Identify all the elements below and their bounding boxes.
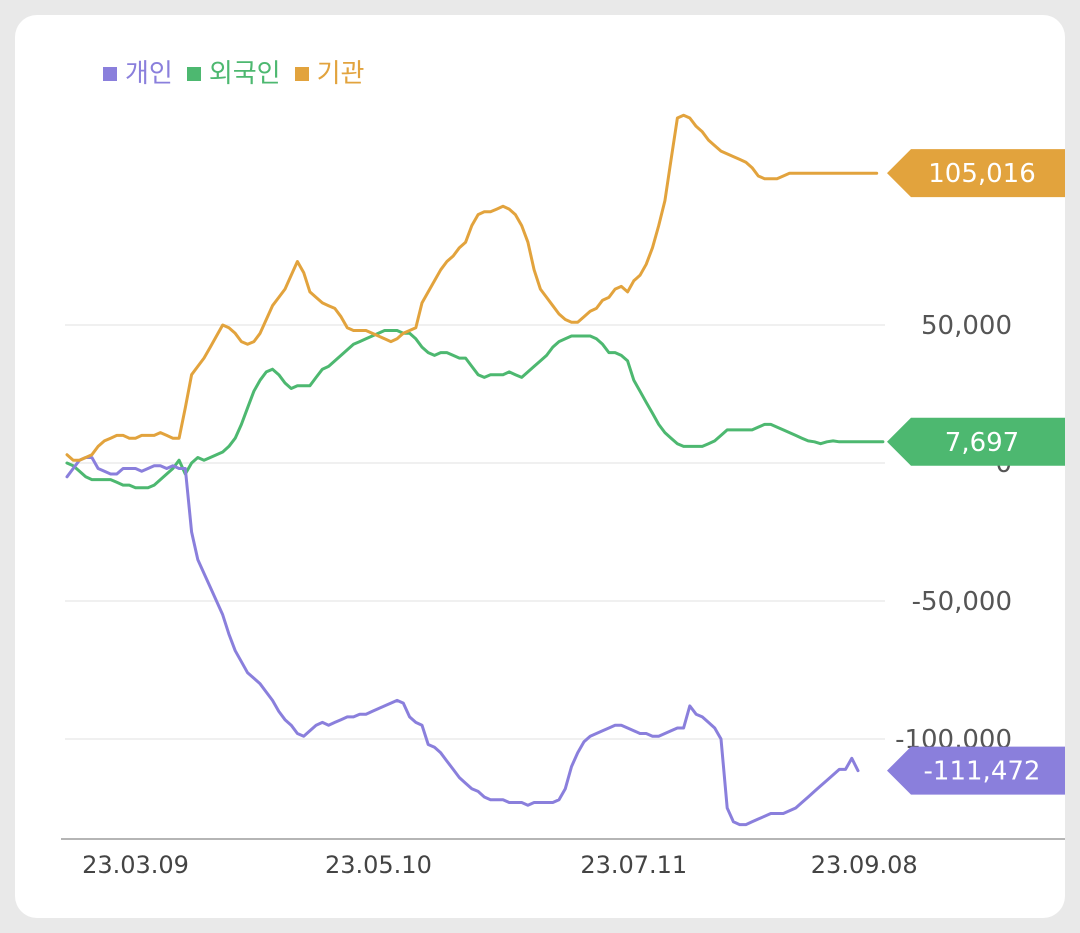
last-value-tag-institution: 105,016	[887, 149, 1065, 198]
legend-item-institution[interactable]: 기관	[294, 59, 365, 89]
legend-item-foreign[interactable]: 외국인	[186, 59, 281, 89]
legend-swatch-foreign	[186, 67, 201, 81]
legend-label-institution: 기관	[316, 59, 365, 89]
chart-card: 개인 외국인 기관 50,0000-50,000-100,00023.03.09…	[15, 15, 1065, 918]
tag-shape	[887, 746, 1065, 795]
gridlines	[65, 324, 885, 740]
legend-swatch-individual	[103, 67, 117, 81]
tag-value-label: 105,016	[928, 159, 1036, 189]
legend: 개인 외국인 기관	[103, 59, 378, 89]
last-value-tag-individual: -111,472	[887, 746, 1065, 795]
legend-item-individual[interactable]: 개인	[103, 59, 173, 89]
series-line-foreign	[65, 329, 885, 490]
legend-swatch-institution	[294, 67, 309, 81]
x-tick-label: 23.03.09	[82, 851, 189, 879]
y-tick-label: -50,000	[912, 587, 1012, 617]
legend-label-foreign: 외국인	[208, 59, 281, 89]
x-tick-label: 23.05.10	[325, 851, 432, 879]
series-line-institution	[65, 113, 879, 462]
last-value-tag-foreign: 7,697	[887, 417, 1065, 466]
tag-value-label: 7,697	[945, 428, 1019, 458]
x-tick-label: 23.07.11	[580, 851, 687, 879]
tag-shape	[887, 149, 1065, 198]
series-line-individual	[65, 456, 860, 827]
tag-shape	[887, 417, 1065, 466]
line-chart: 50,0000-50,000-100,00023.03.0923.05.1023…	[61, 113, 1065, 879]
x-tick-label: 23.09.08	[811, 851, 918, 879]
legend-label-individual: 개인	[125, 59, 173, 89]
tag-value-label: -111,472	[924, 757, 1041, 787]
y-tick-label: 50,000	[921, 311, 1012, 341]
